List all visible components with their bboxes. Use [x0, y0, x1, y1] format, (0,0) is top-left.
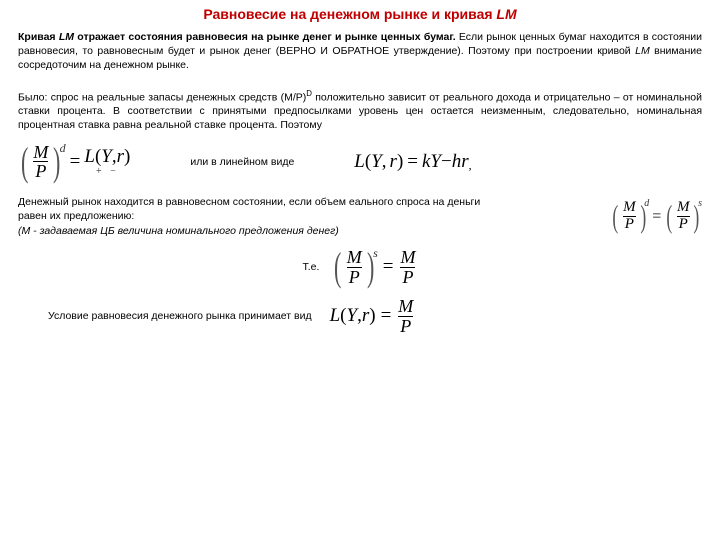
lparen4: ( — [334, 249, 341, 285]
p1-lead: Кривая LM отражает состояния равновесия … — [18, 31, 459, 43]
p1-lm1: LM — [59, 31, 74, 43]
num3: M — [675, 200, 692, 216]
eq-r: r — [117, 146, 124, 167]
eq4-eq: = — [383, 256, 394, 278]
paragraph-4: Условие равновесия денежного рынка прини… — [48, 310, 312, 322]
den3: P — [677, 216, 690, 233]
eq-close: ) — [124, 146, 130, 167]
eq5-L: L — [330, 305, 341, 327]
eq-lyr-eq-mp: L(Y,r) = M P — [330, 297, 416, 336]
paragraph-2: Было: спрос на реальные запасы денежных … — [18, 89, 702, 133]
num2: M — [621, 200, 638, 216]
den6: P — [398, 316, 413, 336]
p3-a: Денежный рынок находится в равновесном с… — [18, 196, 480, 222]
eq-mp-d-eq-mp-s: ( M P ) d = ( M P ) s — [610, 200, 702, 233]
eq2-hr: hr — [452, 151, 469, 173]
eq2-r: r — [390, 151, 397, 173]
eq-mp-d-equals-l: ( M P ) d = L(Y,r) + − — [18, 143, 130, 182]
eq-linear: L(Y,r) = kY − hr, — [354, 151, 471, 173]
rparen4: ) — [367, 249, 374, 285]
den-p: P — [33, 161, 48, 181]
mid-label: или в линейном виде — [190, 156, 294, 168]
eq5-eq: = — [381, 305, 392, 327]
eq-signs: + − — [96, 166, 119, 177]
paragraph-3: Денежный рынок находится в равновесном с… — [18, 195, 488, 238]
p1-lm2: LM — [635, 45, 650, 57]
eq3-eq: = — [652, 208, 661, 226]
den5: P — [400, 267, 415, 287]
eq2-eq: = — [407, 151, 418, 173]
num-m: M — [31, 143, 50, 162]
p3-rest: - задаваемая ЦБ величина номинального пр… — [30, 225, 339, 237]
frac2: M P — [621, 200, 638, 233]
te-label: Т.е. — [303, 261, 320, 273]
lparen2: ( — [613, 202, 619, 231]
equation-row-1: ( M P ) d = L(Y,r) + − или в линейном ви… — [18, 143, 702, 182]
title-lm: LM — [496, 6, 516, 22]
eq2-tail: , — [469, 158, 472, 173]
paragraph-3-row: Денежный рынок находится в равновесном с… — [18, 195, 702, 238]
eq2-close: ) — [397, 151, 403, 173]
frac6: M P — [396, 297, 415, 336]
eq-Y: Y — [101, 146, 112, 167]
eq-mp-s-eq-mp: ( M P ) s = M P — [331, 248, 417, 287]
den4: P — [347, 267, 362, 287]
lparen3: ( — [667, 202, 673, 231]
slide-page: Равновесие на денежном рынке и кривая LM… — [0, 0, 720, 345]
eq-sign: = — [70, 151, 81, 173]
lparen: ( — [21, 144, 28, 180]
num4: M — [345, 248, 364, 267]
frac5: M P — [398, 248, 417, 287]
eq2-Y: Y — [371, 151, 382, 173]
p3-italic: (M - задаваемая ЦБ величина номинального… — [18, 225, 339, 237]
exp-d: d — [60, 141, 66, 156]
eq2-L: L — [354, 151, 365, 173]
title-text: Равновесие на денежном рынке и кривая — [203, 6, 496, 22]
p1-lead-b: отражает состояния равновесия на рынке д… — [74, 31, 456, 43]
eq2-minus: − — [441, 151, 452, 173]
final-row: Условие равновесия денежного рынка прини… — [18, 297, 702, 336]
den2: P — [623, 216, 636, 233]
frac-m-over-p: M P — [31, 143, 50, 182]
p3-m: M — [22, 225, 31, 237]
rparen2: ) — [640, 202, 646, 231]
num5: M — [398, 248, 417, 267]
frac3: M P — [675, 200, 692, 233]
eq-L: L — [84, 146, 95, 167]
p1-lead-a: Кривая — [18, 31, 59, 43]
rparen: ) — [53, 144, 60, 180]
rparen3: ) — [694, 202, 700, 231]
te-row: Т.е. ( M P ) s = M P — [18, 248, 702, 287]
frac4: M P — [345, 248, 364, 287]
slide-title: Равновесие на денежном рынке и кривая LM — [18, 6, 702, 22]
eq2-kY: kY — [422, 151, 441, 173]
paragraph-1: Кривая LM отражает состояния равновесия … — [18, 30, 702, 73]
eq5-r: r — [362, 305, 369, 327]
p2-a: Было: спрос на реальные запасы денежных … — [18, 91, 306, 103]
eq2-comma: , — [382, 151, 387, 173]
num6: M — [396, 297, 415, 316]
eq5-close: ) — [369, 305, 375, 327]
eq5-Y: Y — [347, 305, 358, 327]
